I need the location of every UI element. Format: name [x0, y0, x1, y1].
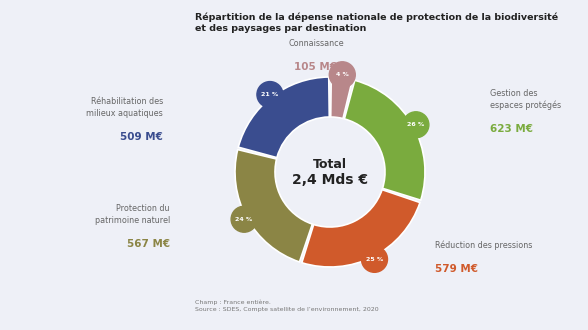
- Wedge shape: [235, 149, 312, 262]
- Wedge shape: [330, 77, 352, 118]
- Text: 509 M€: 509 M€: [120, 132, 163, 142]
- Circle shape: [329, 62, 355, 88]
- Text: 24 %: 24 %: [236, 217, 253, 222]
- Circle shape: [362, 246, 387, 272]
- Circle shape: [403, 112, 429, 138]
- Text: Total: Total: [313, 157, 347, 171]
- Text: 26 %: 26 %: [407, 122, 425, 127]
- Text: 4 %: 4 %: [336, 72, 349, 77]
- Text: Réhabilitation des
milieux aquatiques: Réhabilitation des milieux aquatiques: [86, 97, 163, 118]
- Text: Répartition de la dépense nationale de protection de la biodiversité
et des pays: Répartition de la dépense nationale de p…: [195, 12, 558, 33]
- Text: Protection du
patrimoine naturel: Protection du patrimoine naturel: [95, 204, 170, 225]
- Text: Champ : France entière.
Source : SDES, Compte satellite de l’environnement, 2020: Champ : France entière. Source : SDES, C…: [195, 300, 379, 312]
- Text: 25 %: 25 %: [366, 257, 383, 262]
- Circle shape: [231, 206, 257, 232]
- Text: Connaissance: Connaissance: [288, 39, 344, 48]
- Text: 2,4 Mds €: 2,4 Mds €: [292, 173, 368, 187]
- Text: 21 %: 21 %: [261, 92, 279, 97]
- Text: Gestion des
espaces protégés: Gestion des espaces protégés: [490, 88, 561, 110]
- Text: 623 M€: 623 M€: [490, 124, 533, 134]
- Text: 579 M€: 579 M€: [435, 264, 478, 274]
- Wedge shape: [345, 80, 425, 200]
- Wedge shape: [238, 77, 329, 158]
- Circle shape: [257, 82, 283, 108]
- Text: 105 M€: 105 M€: [295, 62, 338, 72]
- Text: 567 M€: 567 M€: [127, 239, 170, 249]
- Text: Réduction des pressions: Réduction des pressions: [435, 241, 532, 250]
- Wedge shape: [302, 190, 420, 267]
